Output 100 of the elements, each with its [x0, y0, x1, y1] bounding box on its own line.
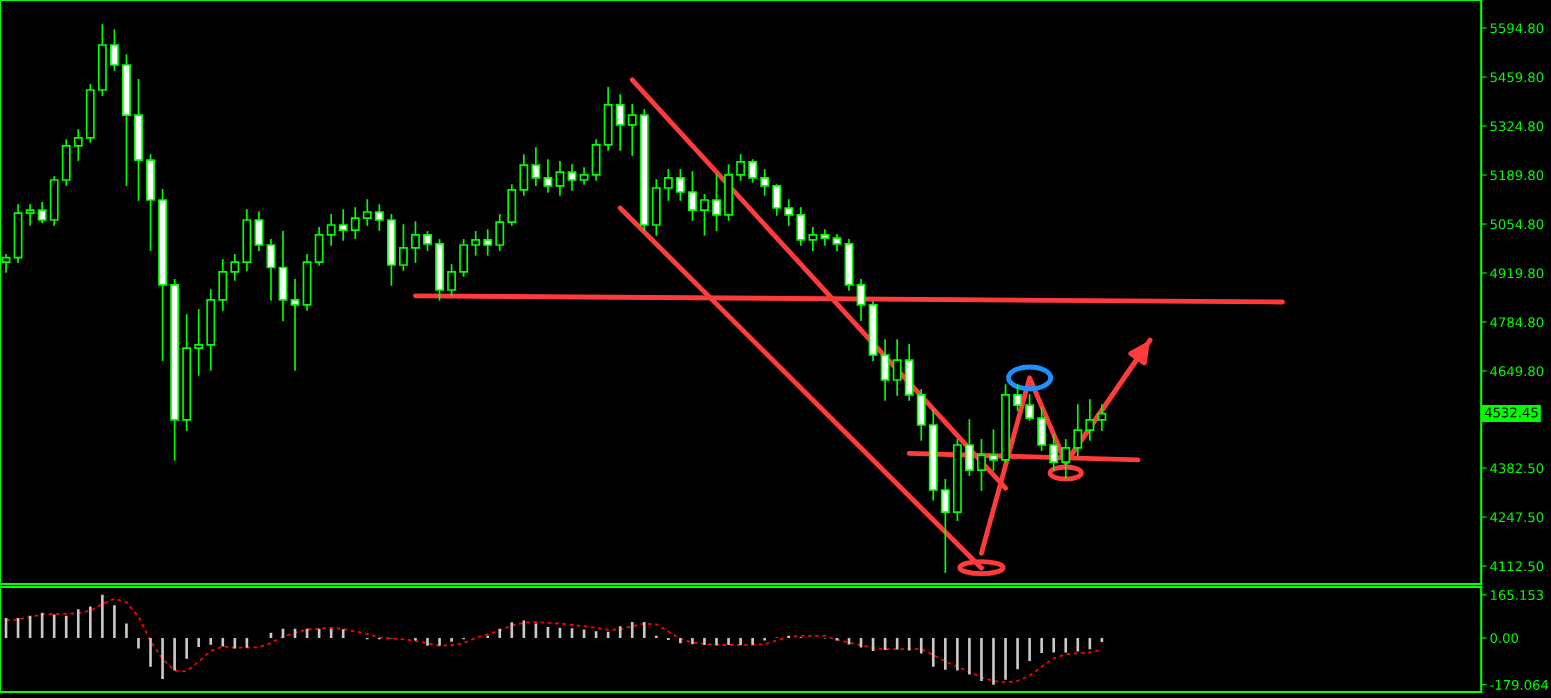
bar [173, 637, 176, 671]
bar [956, 637, 959, 671]
bar [667, 637, 670, 641]
bar [438, 637, 441, 646]
bar [1028, 637, 1031, 661]
bar [185, 637, 188, 659]
candlestick [326, 214, 336, 246]
candlestick [1085, 399, 1095, 441]
y-tick-label: 5189.80 [1490, 170, 1544, 181]
bar [739, 637, 742, 645]
candlestick [1013, 384, 1023, 411]
y-tick-label: 4112.50 [1490, 561, 1544, 572]
candlestick [760, 169, 770, 196]
bar [125, 623, 128, 638]
candlestick [700, 194, 709, 236]
candlestick [447, 264, 457, 296]
bar [618, 626, 622, 638]
bar [992, 637, 995, 685]
bar [907, 637, 911, 651]
candlestick [1025, 394, 1035, 421]
candlestick [940, 479, 950, 573]
candlestick [712, 174, 721, 231]
bar [76, 609, 80, 638]
candlestick [784, 199, 794, 226]
bar [1040, 637, 1043, 654]
candlestick [543, 159, 553, 193]
candlestick [230, 253, 240, 281]
bar [751, 637, 754, 645]
candlestick [663, 169, 673, 201]
candlestick [531, 147, 541, 186]
candlestick [687, 171, 697, 221]
bar [931, 637, 935, 667]
bar [137, 637, 140, 649]
bar [113, 605, 116, 638]
y-tick-label: 5594.80 [1490, 23, 1544, 34]
candlestick [290, 279, 300, 371]
candlestick [37, 202, 47, 223]
bar [221, 637, 225, 647]
candlestick [109, 29, 119, 71]
candlestick [1049, 434, 1059, 471]
bar [654, 635, 658, 638]
candlestick [977, 439, 986, 491]
candlestick [374, 204, 384, 231]
bar [763, 637, 767, 641]
candlestick [423, 231, 432, 251]
y-tick-label: 0.00 [1490, 633, 1519, 644]
candlestick [338, 209, 348, 241]
candlestick [483, 229, 493, 256]
candlestick [495, 214, 505, 251]
bar [679, 637, 682, 644]
bar [450, 637, 453, 642]
bar [414, 637, 417, 641]
candlestick [772, 184, 782, 216]
candlestick [350, 207, 360, 239]
candlestick [73, 129, 83, 161]
y-tick-label: 4919.80 [1490, 268, 1544, 279]
bar [161, 637, 164, 679]
candlestick [194, 309, 204, 376]
bar [52, 614, 56, 638]
y-tick-label: 165.153 [1490, 590, 1544, 601]
candlestick [1097, 404, 1107, 431]
candlestick [266, 239, 276, 301]
bar [486, 635, 490, 638]
candlestick [567, 164, 577, 191]
bar [919, 637, 923, 654]
bar [1064, 637, 1068, 653]
candlestick [748, 159, 758, 183]
candlestick [362, 199, 372, 226]
bar [944, 637, 947, 670]
bar [787, 635, 791, 638]
bar [1052, 637, 1056, 653]
candlestick [1061, 439, 1071, 479]
y-tick-label: 4382.50 [1490, 463, 1544, 474]
candlestick [555, 161, 565, 196]
candlestick [398, 224, 408, 271]
y-tick-label: 5324.80 [1490, 121, 1544, 132]
bar [209, 637, 213, 645]
candlestick [856, 279, 866, 321]
candlestick [736, 154, 746, 181]
bar [1004, 637, 1007, 680]
candlestick [808, 227, 818, 251]
candlestick [820, 229, 830, 246]
bar [88, 606, 92, 638]
text: 4532.45 [1484, 407, 1538, 418]
bar [149, 637, 152, 667]
candlestick [471, 231, 481, 256]
bar [64, 615, 68, 638]
y-tick-label: 4649.80 [1490, 366, 1544, 377]
bar [1016, 637, 1019, 670]
bar [727, 637, 730, 645]
bar [197, 637, 201, 648]
bar [642, 622, 646, 638]
candlestick [675, 169, 685, 201]
bar [703, 637, 706, 645]
candlestick [627, 104, 637, 156]
y-tick-label: 5054.80 [1490, 219, 1544, 230]
bar [498, 628, 502, 638]
candlestick [411, 221, 420, 263]
y-tick-label: 4247.50 [1490, 512, 1544, 523]
bar [691, 637, 694, 645]
